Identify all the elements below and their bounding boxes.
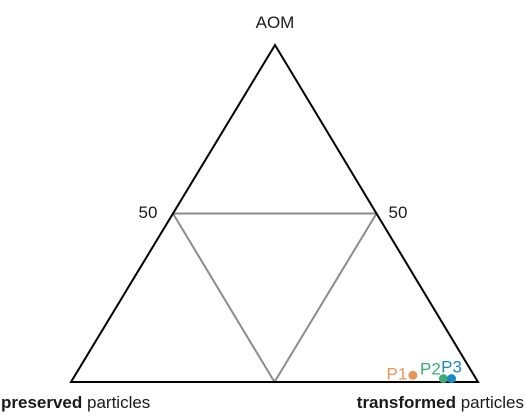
vertex-label-transformed-bold: transformed xyxy=(357,393,456,412)
vertex-label-transformed-rest: particles xyxy=(456,393,524,412)
tick-label-left-50: 50 xyxy=(139,203,158,222)
tick-label-right-50: 50 xyxy=(389,203,408,222)
point-p2 xyxy=(438,374,448,384)
vertex-label-transformed-particles: transformed particles xyxy=(357,393,524,412)
triangle-frame xyxy=(69,43,480,383)
vertex-label-preserved-bold: preserved xyxy=(1,393,82,412)
data-points: P1 P2 P3 xyxy=(386,358,461,384)
grid-lines xyxy=(172,212,378,383)
point-p1 xyxy=(408,370,418,380)
point-label-p1: P1 xyxy=(386,364,407,383)
grid-line-preserved-50 xyxy=(273,212,378,383)
vertex-label-preserved-particles: preserved particles xyxy=(1,393,150,412)
vertex-label-preserved-rest: particles xyxy=(82,393,150,412)
point-p3 xyxy=(447,374,457,384)
triangle-outline xyxy=(69,43,480,383)
vertex-label-aom: AOM xyxy=(256,13,295,32)
point-label-p2: P2 xyxy=(420,360,441,379)
grid-line-transformed-50 xyxy=(172,212,276,383)
point-label-p3: P3 xyxy=(441,358,462,377)
